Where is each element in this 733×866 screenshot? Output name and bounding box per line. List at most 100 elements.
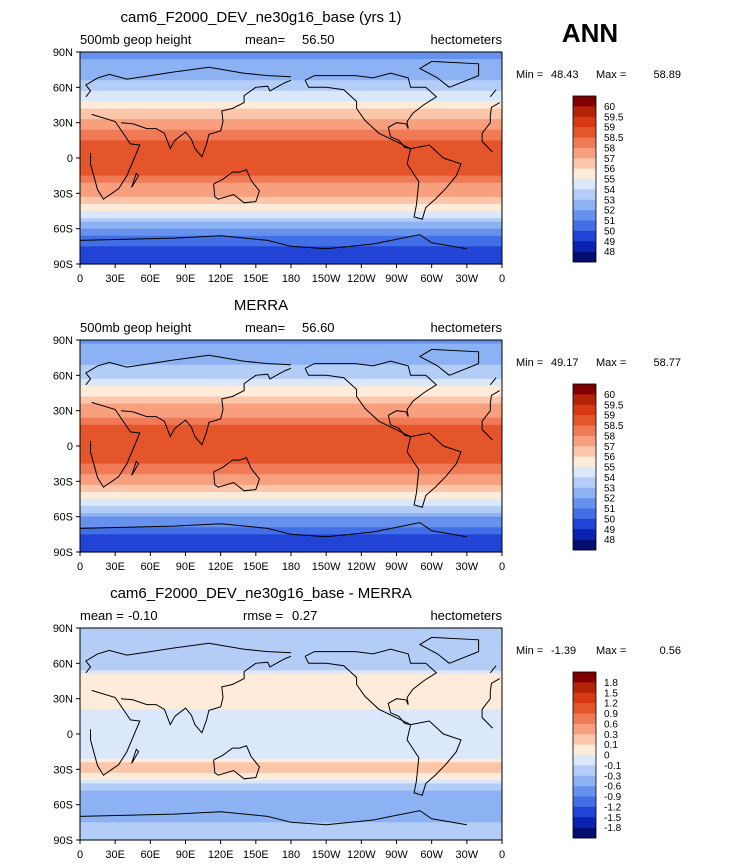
field-band [80, 140, 502, 145]
colorbar-label: 52 [604, 494, 616, 505]
lon-tick-label: 120W [347, 849, 376, 861]
colorbar-swatch [573, 817, 596, 828]
coastline [304, 72, 438, 150]
field-band [80, 656, 502, 661]
field-band [80, 537, 502, 542]
colorbar-frame [572, 95, 597, 263]
lon-tick-label: 30E [105, 849, 125, 861]
colorbar-label: 1.5 [604, 688, 618, 699]
colorbar-label: 60 [604, 102, 616, 113]
field-band [80, 628, 502, 633]
colorbar-swatch [573, 786, 596, 797]
field-band [80, 677, 502, 682]
field-band [80, 186, 502, 191]
field-band [80, 449, 502, 454]
field-band [80, 385, 502, 391]
field-band [80, 340, 502, 345]
colorbar-swatch [573, 734, 596, 745]
lat-tick-label: 60S [53, 512, 73, 524]
field-band [80, 150, 502, 156]
map-field [80, 628, 502, 841]
coastline [120, 655, 292, 734]
field-band [80, 652, 502, 657]
field-band [80, 744, 502, 749]
field-band [80, 389, 502, 394]
field-band [80, 97, 502, 103]
coastline [90, 401, 493, 488]
lon-tick-label: 120W [347, 273, 376, 285]
field-band [80, 832, 502, 838]
mean-value: 56.60 [302, 320, 335, 335]
field-band [80, 200, 502, 205]
field-band [80, 481, 502, 486]
lon-tick-label: 60E [141, 849, 161, 861]
field-band [80, 161, 502, 166]
colorbar-label: 54 [604, 473, 616, 484]
field-band [80, 534, 502, 539]
field-band [80, 797, 502, 802]
field-band [80, 69, 502, 74]
field-band [80, 456, 502, 461]
lon-tick-label: 120E [208, 849, 234, 861]
lon-tick-label: 120E [208, 273, 234, 285]
field-band [80, 214, 502, 219]
field-band [80, 769, 502, 774]
lat-tick-label: 90S [53, 835, 73, 847]
coastline [406, 432, 462, 508]
units-label: hectometers [430, 32, 502, 47]
colorbar-swatch [573, 116, 596, 128]
field-band [80, 453, 502, 458]
field-band [80, 513, 502, 518]
field-band [80, 242, 502, 247]
field-band [80, 400, 502, 405]
field-band [80, 375, 502, 380]
field-band [80, 94, 502, 99]
colorbar-swatch [573, 713, 596, 725]
coastline [131, 748, 140, 764]
field-band [80, 794, 502, 799]
field-band [80, 207, 502, 212]
field-band [80, 499, 502, 504]
colorbar-label: 59 [604, 123, 616, 134]
colorbar-swatch [573, 147, 596, 159]
lat-tick-label: 0 [67, 153, 73, 165]
lon-tick-label: 30W [456, 561, 479, 573]
coastline [85, 642, 500, 692]
field-band [80, 544, 502, 550]
colorbar-swatch [573, 96, 596, 107]
coastline [304, 360, 438, 438]
colorbar-swatch [573, 529, 596, 540]
field-band [80, 516, 502, 521]
colorbar-label: -0.1 [604, 761, 622, 772]
field-band [80, 688, 502, 693]
mean-value: -0.10 [128, 608, 158, 623]
colorbar-label: 56 [604, 164, 616, 175]
field-band [80, 673, 502, 679]
coastline [120, 367, 292, 446]
colorbar-swatch [573, 394, 596, 406]
field-band [80, 488, 502, 493]
coastlines [79, 60, 500, 250]
rmse-value: 0.27 [292, 608, 317, 623]
field-band [80, 523, 502, 528]
colorbar-label: -1.5 [604, 813, 622, 824]
colorbar-label: 59 [604, 411, 616, 422]
colorbar-label: 54 [604, 185, 616, 196]
colorbar-swatch [573, 189, 596, 201]
max-label: Max = [596, 645, 626, 657]
colorbar-label: -0.3 [604, 771, 622, 782]
field-band [80, 133, 502, 138]
colorbar-label: 50 [604, 514, 616, 525]
field-band [80, 136, 502, 141]
colorbar-label: 48 [604, 247, 616, 258]
lon-tick-label: 0 [499, 849, 505, 861]
field-band [80, 695, 502, 700]
field-band [80, 246, 502, 251]
field-band [80, 790, 502, 795]
field-band [80, 804, 502, 809]
colorbar-swatch [573, 692, 596, 704]
colorbar-swatch [573, 498, 596, 509]
lat-tick-label: 30S [53, 476, 73, 488]
